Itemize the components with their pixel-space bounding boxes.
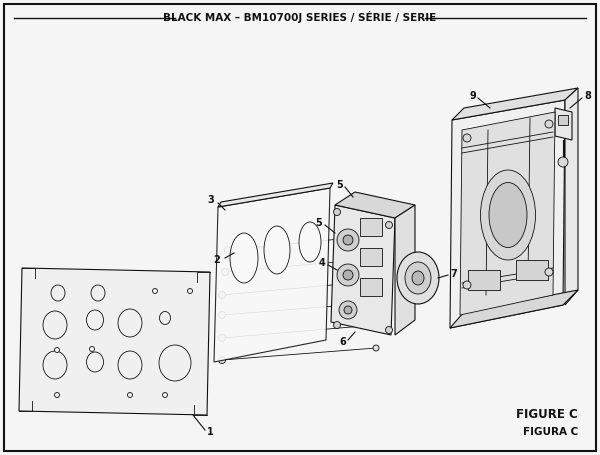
Polygon shape bbox=[555, 108, 572, 140]
Ellipse shape bbox=[481, 170, 536, 260]
Ellipse shape bbox=[386, 327, 392, 334]
Ellipse shape bbox=[334, 208, 341, 216]
Ellipse shape bbox=[334, 322, 341, 329]
Text: 3: 3 bbox=[207, 195, 214, 205]
Bar bbox=[360, 248, 382, 266]
Text: 5: 5 bbox=[336, 180, 343, 190]
Ellipse shape bbox=[218, 292, 226, 298]
Ellipse shape bbox=[369, 300, 375, 306]
Ellipse shape bbox=[187, 288, 193, 293]
Ellipse shape bbox=[221, 268, 229, 275]
Ellipse shape bbox=[128, 393, 133, 398]
Ellipse shape bbox=[463, 134, 471, 142]
Text: 6: 6 bbox=[339, 337, 346, 347]
Ellipse shape bbox=[344, 306, 352, 314]
Ellipse shape bbox=[55, 393, 59, 398]
Ellipse shape bbox=[118, 309, 142, 337]
Ellipse shape bbox=[86, 310, 104, 330]
Polygon shape bbox=[450, 290, 578, 328]
Ellipse shape bbox=[43, 311, 67, 339]
Text: 5: 5 bbox=[315, 218, 322, 228]
Text: FIGURA C: FIGURA C bbox=[523, 427, 578, 437]
Ellipse shape bbox=[86, 352, 104, 372]
Polygon shape bbox=[460, 112, 555, 315]
Polygon shape bbox=[395, 205, 415, 335]
Polygon shape bbox=[19, 268, 210, 415]
Ellipse shape bbox=[386, 222, 392, 228]
Ellipse shape bbox=[160, 312, 170, 324]
Polygon shape bbox=[565, 88, 578, 305]
Bar bbox=[468, 270, 500, 290]
Ellipse shape bbox=[339, 301, 357, 319]
Ellipse shape bbox=[337, 229, 359, 251]
Ellipse shape bbox=[152, 288, 157, 293]
Text: 7: 7 bbox=[450, 269, 457, 279]
Bar bbox=[360, 218, 382, 236]
Ellipse shape bbox=[489, 182, 527, 248]
Ellipse shape bbox=[397, 252, 439, 304]
Ellipse shape bbox=[558, 157, 568, 167]
Text: 2: 2 bbox=[213, 255, 220, 265]
Ellipse shape bbox=[55, 348, 59, 353]
Text: 4: 4 bbox=[318, 258, 325, 268]
Polygon shape bbox=[218, 183, 333, 207]
Ellipse shape bbox=[43, 351, 67, 379]
Ellipse shape bbox=[372, 322, 378, 328]
Ellipse shape bbox=[545, 268, 553, 276]
Ellipse shape bbox=[264, 226, 290, 274]
Polygon shape bbox=[214, 188, 330, 362]
Text: 9: 9 bbox=[469, 91, 476, 101]
Ellipse shape bbox=[405, 262, 431, 294]
Ellipse shape bbox=[299, 222, 321, 262]
Ellipse shape bbox=[373, 345, 379, 351]
Ellipse shape bbox=[343, 270, 353, 280]
Polygon shape bbox=[331, 205, 395, 335]
Ellipse shape bbox=[463, 281, 471, 289]
Ellipse shape bbox=[357, 234, 363, 240]
Ellipse shape bbox=[91, 285, 105, 301]
FancyBboxPatch shape bbox=[4, 4, 596, 451]
Text: BLACK MAX – BM10700J SERIES / SÉRIE / SERIE: BLACK MAX – BM10700J SERIES / SÉRIE / SE… bbox=[163, 11, 437, 23]
Text: 1: 1 bbox=[207, 427, 214, 437]
Ellipse shape bbox=[51, 285, 65, 301]
Ellipse shape bbox=[337, 264, 359, 286]
Bar bbox=[516, 260, 548, 280]
Ellipse shape bbox=[89, 347, 95, 352]
Polygon shape bbox=[450, 100, 565, 328]
Ellipse shape bbox=[412, 271, 424, 285]
Polygon shape bbox=[335, 192, 415, 218]
Ellipse shape bbox=[224, 247, 232, 253]
Ellipse shape bbox=[218, 334, 226, 342]
Ellipse shape bbox=[545, 120, 553, 128]
Bar bbox=[360, 278, 382, 296]
Ellipse shape bbox=[230, 233, 258, 283]
Ellipse shape bbox=[163, 393, 167, 398]
Ellipse shape bbox=[159, 345, 191, 381]
Polygon shape bbox=[452, 88, 578, 120]
Bar bbox=[558, 115, 568, 125]
Ellipse shape bbox=[343, 235, 353, 245]
Text: 8: 8 bbox=[584, 91, 591, 101]
Ellipse shape bbox=[118, 351, 142, 379]
Ellipse shape bbox=[362, 279, 368, 285]
Ellipse shape bbox=[357, 257, 363, 263]
Ellipse shape bbox=[218, 357, 226, 364]
Text: FIGURE C: FIGURE C bbox=[516, 409, 578, 421]
Ellipse shape bbox=[218, 312, 226, 318]
